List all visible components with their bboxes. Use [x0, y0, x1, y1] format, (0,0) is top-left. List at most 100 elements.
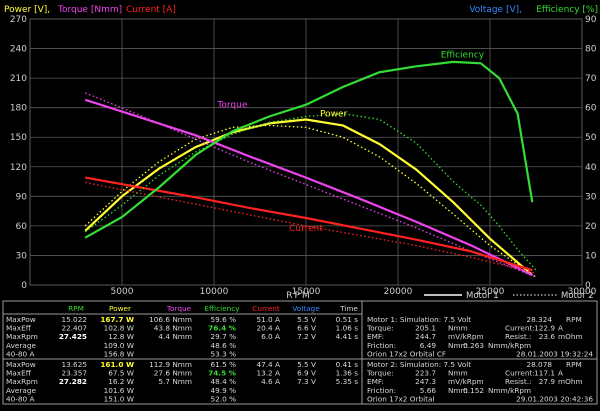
- x-axis-label: RPM: [286, 291, 311, 301]
- x-tick-label: 20000: [384, 287, 413, 297]
- y-right-tick-label: 10: [585, 251, 597, 261]
- motor1-info-cell: 244.7: [415, 332, 436, 341]
- header-efficiency-label: Efficiency [%]: [536, 5, 598, 15]
- motor2-cell-current: 47.4 A: [256, 360, 280, 369]
- motor2-cell-power: 161.0 W: [100, 360, 134, 369]
- motor1-cell-time: 1.06 s: [336, 324, 359, 333]
- series-efficiency-motor-1: [84, 60, 534, 239]
- motor2-info-cell: EMF:: [367, 377, 384, 386]
- y-left-tick-label: 30: [16, 251, 28, 261]
- motor1-cell-eff: 29.7 %: [211, 332, 237, 341]
- y-left-tick-label: 120: [10, 163, 27, 173]
- legend-motor-2: Motor 2: [561, 291, 594, 301]
- motor1-info-cell: mV/kRpm: [448, 332, 484, 341]
- motor2-info-cell: 5.66: [420, 386, 437, 395]
- motor1-info-name: Orion 17x2 Orbital CF: [367, 349, 446, 358]
- motor1-row-label: MaxPow: [6, 315, 36, 324]
- motor1-info-cell: Torque:: [366, 324, 394, 333]
- motor2-cell-torque: 27.6 Nmm: [154, 369, 192, 378]
- series-torque-motor-1: [84, 98, 533, 277]
- motor1-info-rpm-unit: RPM: [566, 315, 582, 324]
- y-left-tick-label: 90: [16, 192, 28, 202]
- x-tick-label: 10000: [200, 287, 229, 297]
- table-header-torque: Torque: [166, 304, 192, 313]
- y-right-tick-label: 70: [585, 74, 597, 84]
- motor1-info-cell: EMF:: [367, 332, 384, 341]
- motor1-info-cell: Friction:: [367, 341, 396, 350]
- y-right-tick-label: 80: [585, 45, 597, 55]
- annotation-power: Power: [320, 110, 348, 120]
- motor2-cell-power: 67.5 W: [108, 369, 134, 378]
- legend-motor-1: Motor 1: [466, 291, 499, 301]
- y-left-tick-label: 60: [16, 222, 28, 232]
- motor1-cell-power: 12.8 W: [108, 332, 134, 341]
- annotation-torque: Torque: [216, 101, 247, 111]
- motor2-cell-time: 5.35 s: [336, 377, 359, 386]
- header-power-label: Power [V],: [4, 5, 50, 15]
- grid: [29, 18, 583, 286]
- motor2-cell-current: 13.2 A: [256, 369, 280, 378]
- motor2-info-cell: 27.9: [539, 377, 556, 386]
- motor2-cell-voltage: 7.3 V: [297, 377, 316, 386]
- motor2-info-title: Motor 2: Simulation: 7.5 Volt: [367, 360, 471, 369]
- motor1-cell-rpm: 22.407: [61, 324, 87, 333]
- x-tick-label: 5000: [111, 287, 134, 297]
- motor1-cell-voltage: 6.6 V: [297, 324, 316, 333]
- motor2-row-label: MaxEff: [6, 369, 32, 378]
- motor2-info-cell: 223.7: [415, 369, 436, 378]
- motor2-info-cell: Current:: [505, 369, 535, 378]
- plot-series: [84, 60, 537, 278]
- motor1-info-cell: 23.6: [539, 332, 556, 341]
- motor1-info-cell: Current:: [505, 324, 535, 333]
- motor1-row-label: MaxRpm: [6, 332, 38, 341]
- motor2-info-cell: A: [558, 369, 563, 378]
- stats-table: RPM Power Torque Efficiency Current Voltage Ti…: [2, 300, 598, 405]
- y-right-tick-label: 90: [585, 15, 597, 25]
- motor2-info-rpm: 28.078: [526, 360, 552, 369]
- y-left-tick-label: 240: [10, 45, 27, 55]
- motor1-info-cell: Resist.:: [505, 332, 532, 341]
- motor2-cell-voltage: 5.5 V: [297, 360, 316, 369]
- series-current-motor-1: [85, 176, 533, 272]
- table-header-rpm: RPM: [68, 304, 84, 313]
- motor2-cell-rpm: 27.282: [59, 377, 87, 386]
- motor1-info-cell: Nmm/kRpm: [488, 341, 531, 350]
- motor1-info-rpm: 28.324: [526, 315, 552, 324]
- motor2-cell-eff: 49.9 %: [211, 386, 237, 395]
- y-right-tick-label: 40: [585, 163, 597, 173]
- motor2-info-cell: 247.3: [415, 377, 436, 386]
- motor1-cell-torque: 43.8 Nmm: [154, 324, 192, 333]
- table-frame: [2, 300, 598, 405]
- y-left-tick-label: 0: [21, 281, 27, 291]
- series-power-motor-2: [84, 124, 537, 278]
- y-left-tick-label: 270: [10, 15, 27, 25]
- motor2-cell-rpm: 23.357: [61, 369, 87, 378]
- header-torque-label: Torque [Nmm]: [57, 5, 122, 15]
- motor2-info-cell: 117.1: [534, 369, 555, 378]
- motor2-cell-current: 4.6 A: [261, 377, 280, 386]
- y-right-tick-label: 0: [585, 281, 591, 291]
- series-annotations: Efficiency Power Torque Current: [216, 50, 484, 233]
- table-header-power: Power: [109, 304, 131, 313]
- motor2-cell-power: 16.2 W: [108, 377, 134, 386]
- motor1-info-date: 28.01.2003 19:32:24: [516, 349, 593, 358]
- motor1-cell-current: 6.0 A: [261, 332, 280, 341]
- motor1-cell-power: 167.7 W: [100, 315, 134, 324]
- motor1-cell-eff: 76.4 %: [208, 324, 237, 333]
- motor2-info-rpm-unit: RPM: [566, 360, 582, 369]
- table-header-efficiency: Efficiency: [204, 304, 240, 313]
- x-tick-label: 30000: [568, 287, 597, 297]
- motor2-cell-time: 1.36 s: [336, 369, 359, 378]
- motor2-info-name: Orion 17x2 Orbital: [367, 394, 435, 403]
- legend: Motor 1 Motor 2: [424, 291, 594, 301]
- motor2-row-label: 40-80 A: [6, 394, 35, 403]
- motor1-cell-rpm: 27.425: [59, 332, 87, 341]
- annotation-efficiency: Efficiency: [441, 50, 485, 60]
- y-right-tick-label: 50: [585, 133, 597, 143]
- motor1-cell-eff: 48.6 %: [211, 341, 237, 350]
- y-left-tick-label: 150: [10, 133, 27, 143]
- motor2-info-cell: Resist.:: [505, 377, 532, 386]
- motor1-cell-torque: 4.4 Nmm: [158, 332, 192, 341]
- motor2-info-cell: Nmm/kRpm: [488, 386, 531, 395]
